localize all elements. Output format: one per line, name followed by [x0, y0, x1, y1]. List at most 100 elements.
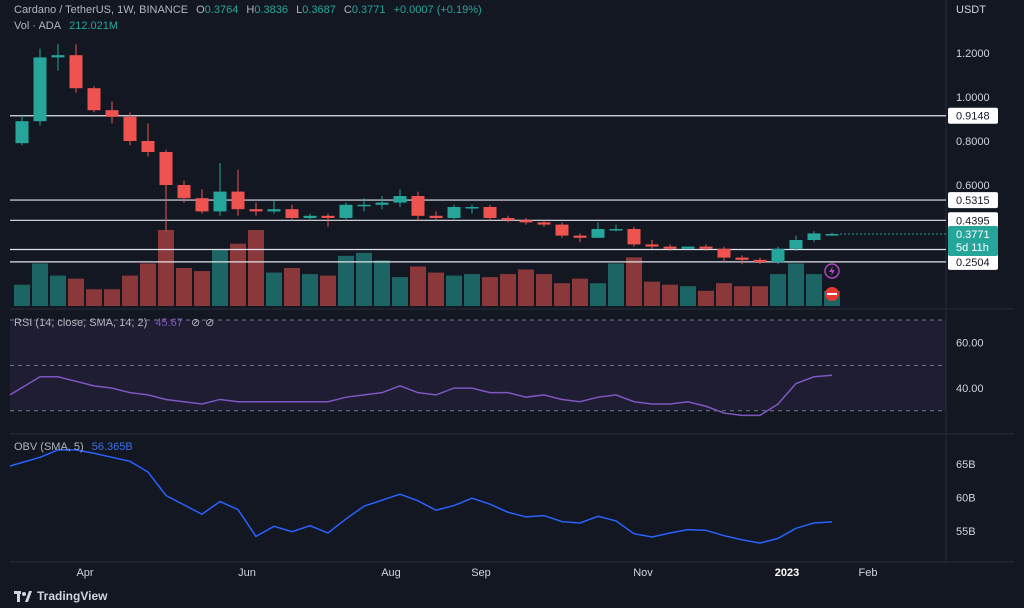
volume-bar: [626, 257, 642, 306]
candle-body: [483, 207, 497, 218]
rsi-label: RSI (14, close, SMA, 14, 2): [14, 317, 148, 329]
volume-bar: [464, 274, 480, 306]
candle-body: [663, 246, 677, 249]
rsi-line: [9, 374, 833, 417]
rsi-header: RSI (14, close, SMA, 14, 2) 45.67 ⊘ ⊘: [14, 316, 219, 329]
obv-line: [9, 449, 833, 544]
visibility-icon[interactable]: ⊘: [190, 317, 201, 329]
ohlc-high: H0.3836: [246, 4, 288, 16]
obv-header: OBV (SMA, 5) 56.365B: [14, 441, 138, 453]
volume-bar: [50, 275, 66, 306]
candle-body: [87, 88, 101, 111]
volume-bar: [356, 252, 372, 306]
volume-bar: [788, 263, 804, 306]
level-label: 0.4395: [956, 215, 990, 227]
candle-body: [771, 248, 785, 262]
candle-body: [825, 234, 839, 236]
candle-body: [15, 121, 29, 144]
volume-bar: [590, 283, 606, 306]
rsi-tick-label: 60.00: [956, 338, 984, 350]
rsi-tick-label: 40.00: [956, 383, 984, 395]
level-label: 0.5315: [956, 195, 990, 207]
price-tick-label: 1.0000: [956, 92, 990, 104]
symbol-title: Cardano / TetherUS, 1W, BINANCE: [14, 4, 189, 16]
candle-body: [177, 185, 191, 199]
volume-bar: [158, 230, 174, 306]
level-label-box: [948, 253, 998, 270]
symbol-header: Cardano / TetherUS, 1W, BINANCE O0.3764 …: [14, 4, 487, 16]
volume-bar: [104, 289, 120, 306]
volume-bar: [392, 277, 408, 306]
volume-bar: [284, 268, 300, 306]
volume-bar: [374, 260, 390, 306]
time-tick-label: Apr: [76, 567, 93, 579]
volume-bar: [14, 284, 30, 306]
volume-bar: [446, 275, 462, 306]
volume-bar: [500, 274, 516, 306]
time-tick-label: 2023: [775, 567, 799, 579]
time-tick-label: Nov: [633, 567, 653, 579]
candle-body: [429, 215, 443, 218]
volume-bar: [122, 275, 138, 306]
time-tick-label: Feb: [859, 567, 878, 579]
candle-body: [123, 116, 137, 141]
candle-body: [285, 209, 299, 218]
price-tick-label: 1.2000: [956, 48, 990, 60]
candle-body: [699, 246, 713, 249]
volume-bar: [698, 290, 714, 306]
tradingview-logo[interactable]: TradingView: [14, 589, 107, 603]
brand-name: TradingView: [37, 589, 108, 603]
volume-bar: [428, 272, 444, 306]
volume-bar: [320, 275, 336, 306]
candle-body: [231, 191, 245, 210]
candle-body: [645, 244, 659, 247]
volume-bar: [770, 274, 786, 306]
candle-body: [447, 207, 461, 218]
ohlc-open: O0.3764: [196, 4, 239, 16]
candle-body: [411, 196, 425, 216]
candle-body: [537, 222, 551, 225]
candle-body: [807, 233, 821, 240]
volume-value: 212.021M: [69, 20, 119, 32]
candle-body: [303, 215, 317, 218]
volume-bar: [536, 274, 552, 306]
level-label-box: [948, 107, 998, 124]
candle-body: [321, 215, 335, 218]
settings-icon[interactable]: ⊘: [205, 317, 215, 329]
candle-body: [591, 229, 605, 238]
candle-body: [195, 198, 209, 212]
volume-bar: [176, 268, 192, 306]
ohlc-close: C0.3771: [343, 4, 386, 16]
volume-bar: [338, 255, 354, 306]
volume-bar: [302, 274, 318, 306]
volume-bar: [518, 269, 534, 306]
candle-body: [69, 55, 83, 89]
volume-header: Vol · ADA 212.021M: [14, 20, 123, 32]
candle-body: [393, 196, 407, 203]
candle-body: [141, 141, 155, 152]
level-label: 0.2504: [956, 257, 990, 269]
obv-tick-label: 60B: [956, 493, 976, 505]
rsi-value: 45.67: [155, 317, 183, 329]
volume-bar: [554, 283, 570, 306]
flag-stripe: [827, 293, 837, 295]
volume-bar: [806, 274, 822, 306]
tradingview-icon: [14, 590, 32, 602]
candle-body: [753, 259, 767, 262]
price-change: +0.0007 (+0.19%): [393, 4, 482, 16]
candle-body: [681, 246, 695, 249]
obv-value: 56.365B: [91, 441, 133, 453]
volume-bar: [32, 263, 48, 306]
volume-bar: [248, 230, 264, 306]
volume-bar: [212, 249, 228, 306]
volume-label: Vol · ADA: [14, 20, 62, 32]
volume-bar: [266, 272, 282, 306]
lightning-icon: [824, 263, 840, 279]
volume-bar: [230, 243, 246, 306]
volume-bar: [680, 286, 696, 306]
candle-body: [609, 229, 623, 231]
volume-bar: [410, 266, 426, 306]
obv-tick-label: 55B: [956, 526, 976, 538]
volume-bar: [572, 278, 588, 306]
